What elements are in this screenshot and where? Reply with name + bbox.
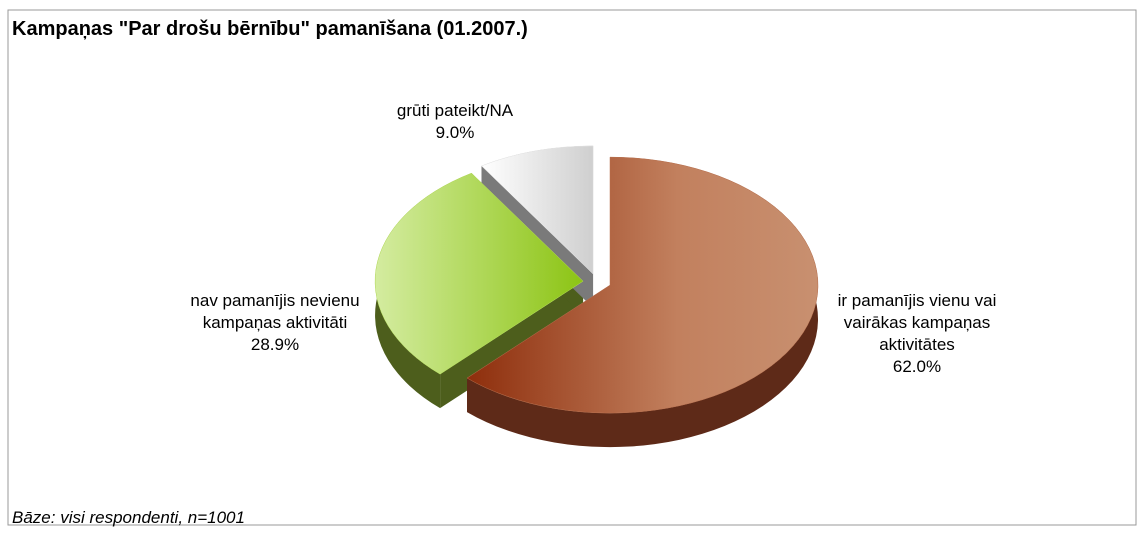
chart-border <box>7 9 1137 526</box>
value-label: 28.9% <box>250 335 300 354</box>
slice <box>374 172 584 375</box>
slice <box>481 145 594 275</box>
slice-label: nav pamanījis nevienu kampaņas aktivitāt… <box>170 290 380 356</box>
pie-tops <box>374 145 819 414</box>
category-name: grūti pateikt/NA <box>396 101 514 120</box>
value-label: 9.0% <box>435 123 475 142</box>
slice <box>466 156 819 414</box>
category-name: ir pamanījis vienu vai vairākas kampaņas… <box>837 291 997 354</box>
category-name: nav pamanījis nevienu kampaņas aktivitāt… <box>190 291 360 332</box>
slice-label: grūti pateikt/NA 9.0% <box>335 100 575 144</box>
value-label: 62.0% <box>892 357 942 376</box>
footnote: Bāze: visi respondenti, n=1001 <box>12 508 245 527</box>
slice-side <box>467 157 819 448</box>
chart-title: Kampaņas "Par drošu bērnību" pamanīšana … <box>12 18 528 40</box>
slice-label: ir pamanījis vienu vai vairākas kampaņas… <box>817 290 1017 378</box>
